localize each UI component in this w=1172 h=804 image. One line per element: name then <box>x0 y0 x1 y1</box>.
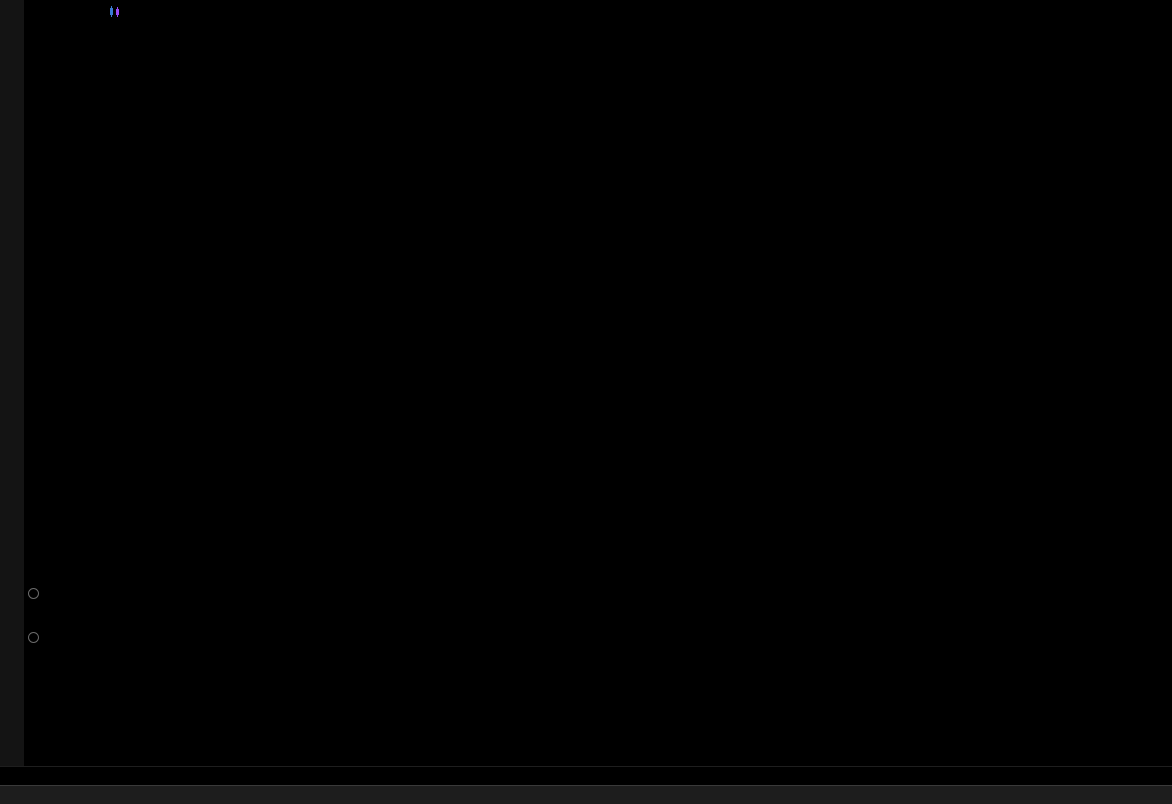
kdj-panel-icon[interactable] <box>28 632 39 643</box>
date-axis-row <box>0 766 1172 786</box>
sidebar-item-lightning-chart[interactable] <box>10 50 14 62</box>
chart-area <box>24 0 1172 803</box>
bottom-tab-bar <box>0 785 1172 804</box>
candlestick-icon <box>110 6 119 17</box>
sidebar-item-contract-info[interactable] <box>10 72 14 84</box>
current-price-tag <box>1105 0 1113 2</box>
macd-panel-icon[interactable] <box>28 588 39 599</box>
kline-chart-canvas[interactable] <box>24 0 1172 803</box>
sidebar-item-kline-chart[interactable] <box>10 28 14 40</box>
chart-header <box>90 5 184 18</box>
left-sidebar <box>0 0 24 766</box>
sidebar-item-time-share-chart[interactable] <box>10 6 14 18</box>
